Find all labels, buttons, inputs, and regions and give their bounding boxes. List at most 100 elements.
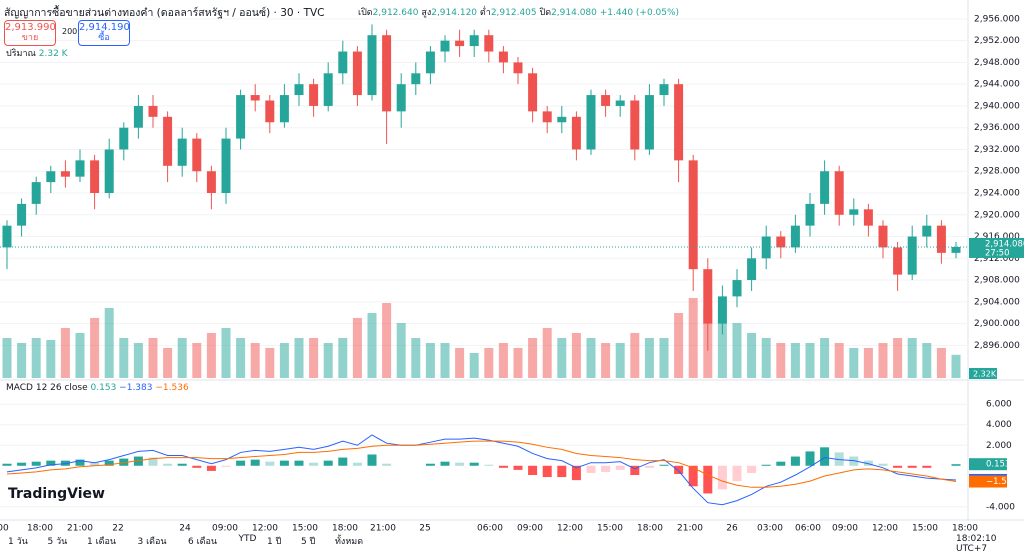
buy-price: 2,914.190: [79, 22, 130, 33]
volume-bar: [192, 343, 202, 378]
y-tick-label: 2,940.000: [974, 101, 1020, 111]
sell-button[interactable]: 2,913.990 ขาย: [4, 20, 56, 46]
y-tick-label: 2,948.000: [974, 58, 1020, 68]
macd-histogram-bar: [805, 451, 815, 466]
candle-body: [148, 105, 158, 117]
macd-histogram-bar: [119, 458, 129, 466]
candle-body: [907, 236, 917, 275]
range-button[interactable]: 1 วัน: [8, 537, 28, 547]
macd-histogram-bar: [498, 465, 508, 468]
candle-body: [498, 51, 508, 63]
volume-bar: [75, 333, 85, 378]
candle-body: [542, 111, 552, 123]
logo[interactable]: TradingView: [8, 486, 105, 502]
candle-body: [279, 95, 289, 123]
volume-bar: [2, 338, 12, 378]
label: ปริมาณ: [6, 49, 36, 59]
macd-histogram-bar: [674, 465, 684, 474]
volume-bar: [630, 333, 640, 378]
candle-body: [732, 280, 742, 297]
x-tick-label: 00: [0, 524, 9, 534]
x-tick-label: 15:00: [912, 524, 938, 534]
macd-histogram-bar: [133, 456, 143, 466]
candle-body: [265, 100, 275, 123]
y-tick-label: 2,896.000: [974, 341, 1020, 351]
candle-body: [469, 35, 479, 47]
volume-bar: [90, 318, 100, 378]
sell-label: ขาย: [21, 33, 39, 43]
range-button[interactable]: 1 เดือน: [87, 537, 117, 547]
macd-histogram-bar: [265, 461, 275, 466]
macd-histogram-bar: [104, 460, 114, 466]
volume-legend: ปริมาณ 2.32 K: [6, 46, 68, 60]
volume-bar: [250, 343, 260, 378]
buy-button[interactable]: 2,914.190 ซื้อ: [78, 20, 130, 46]
volume-bar: [455, 348, 465, 378]
candle-body: [206, 171, 216, 193]
candle-body: [674, 84, 684, 161]
x-tick-label: 15:00: [597, 524, 623, 534]
y-tick-label: 2,908.000: [974, 276, 1020, 286]
candle-body: [893, 247, 903, 275]
y-tick-label: 2,912.000: [974, 254, 1020, 264]
macd-histogram-bar: [17, 462, 27, 466]
volume-bar: [104, 308, 114, 378]
volume-bar: [893, 338, 903, 378]
range-button[interactable]: YTD: [238, 534, 257, 544]
range-button[interactable]: 1 ปี: [267, 537, 282, 547]
macd-histogram-bar: [163, 463, 173, 466]
volume-bar: [747, 333, 757, 378]
label: สูง: [421, 8, 432, 18]
volume-bar: [849, 348, 859, 378]
symbol-title[interactable]: สัญญาการซื้อขายส่วนต่างทองคำ (ดอลลาร์สหร…: [4, 7, 325, 19]
candle-body: [90, 160, 100, 193]
x-tick-label: 26: [726, 524, 738, 534]
candle-body: [863, 209, 873, 226]
macd-histogram-bar: [776, 461, 786, 466]
candle-body: [236, 95, 246, 139]
macd-histogram-bar: [221, 465, 231, 467]
volume-bar: [17, 343, 27, 378]
volume-bar: [119, 338, 129, 378]
x-tick-label: 09:00: [517, 524, 543, 534]
volume-bar: [936, 348, 946, 378]
x-tick-label: 03:00: [757, 524, 783, 534]
volume-bar: [601, 343, 611, 378]
range-button[interactable]: 3 เดือน: [137, 537, 167, 547]
volume-bar: [542, 328, 552, 378]
volume-bar: [396, 323, 406, 378]
macd-histogram-bar: [601, 465, 611, 472]
candle-body: [382, 35, 392, 112]
candle-body: [601, 95, 611, 106]
volume-bar: [382, 303, 392, 378]
macd-histogram-bar: [630, 465, 640, 475]
candle-body: [615, 100, 625, 106]
volume-bar: [776, 343, 786, 378]
candle-body: [951, 246, 961, 253]
range-button[interactable]: ทั้งหมด: [335, 537, 364, 547]
range-button[interactable]: 5 วัน: [47, 537, 68, 547]
volume-bar: [177, 338, 187, 378]
volume-bar: [133, 343, 143, 378]
candle-body: [571, 116, 581, 150]
volume-bar: [148, 338, 158, 378]
macd-histogram-bar: [484, 464, 494, 466]
range-button[interactable]: 5 ปี: [301, 537, 316, 547]
label: MACD 12 26 close: [6, 383, 88, 393]
value: 2.32 K: [38, 49, 68, 59]
macd-histogram-bar: [761, 464, 771, 466]
volume-bar: [323, 343, 333, 378]
candle-body: [2, 225, 12, 248]
range-button[interactable]: 6 เดือน: [188, 537, 218, 547]
countdown: 27:50: [985, 248, 1010, 258]
candle-body: [323, 73, 333, 106]
change: +1.440 (+0.05%): [599, 8, 680, 18]
x-tick-label: 21:00: [677, 524, 703, 534]
macd-histogram-bar: [75, 459, 85, 466]
volume-bar: [31, 338, 41, 378]
x-tick-label: 12:00: [252, 524, 278, 534]
y-tick-label: 6.000: [986, 400, 1012, 410]
y-tick-label: 2,932.000: [974, 145, 1020, 155]
candle-body: [425, 51, 435, 74]
macd-histogram-bar: [279, 460, 289, 466]
